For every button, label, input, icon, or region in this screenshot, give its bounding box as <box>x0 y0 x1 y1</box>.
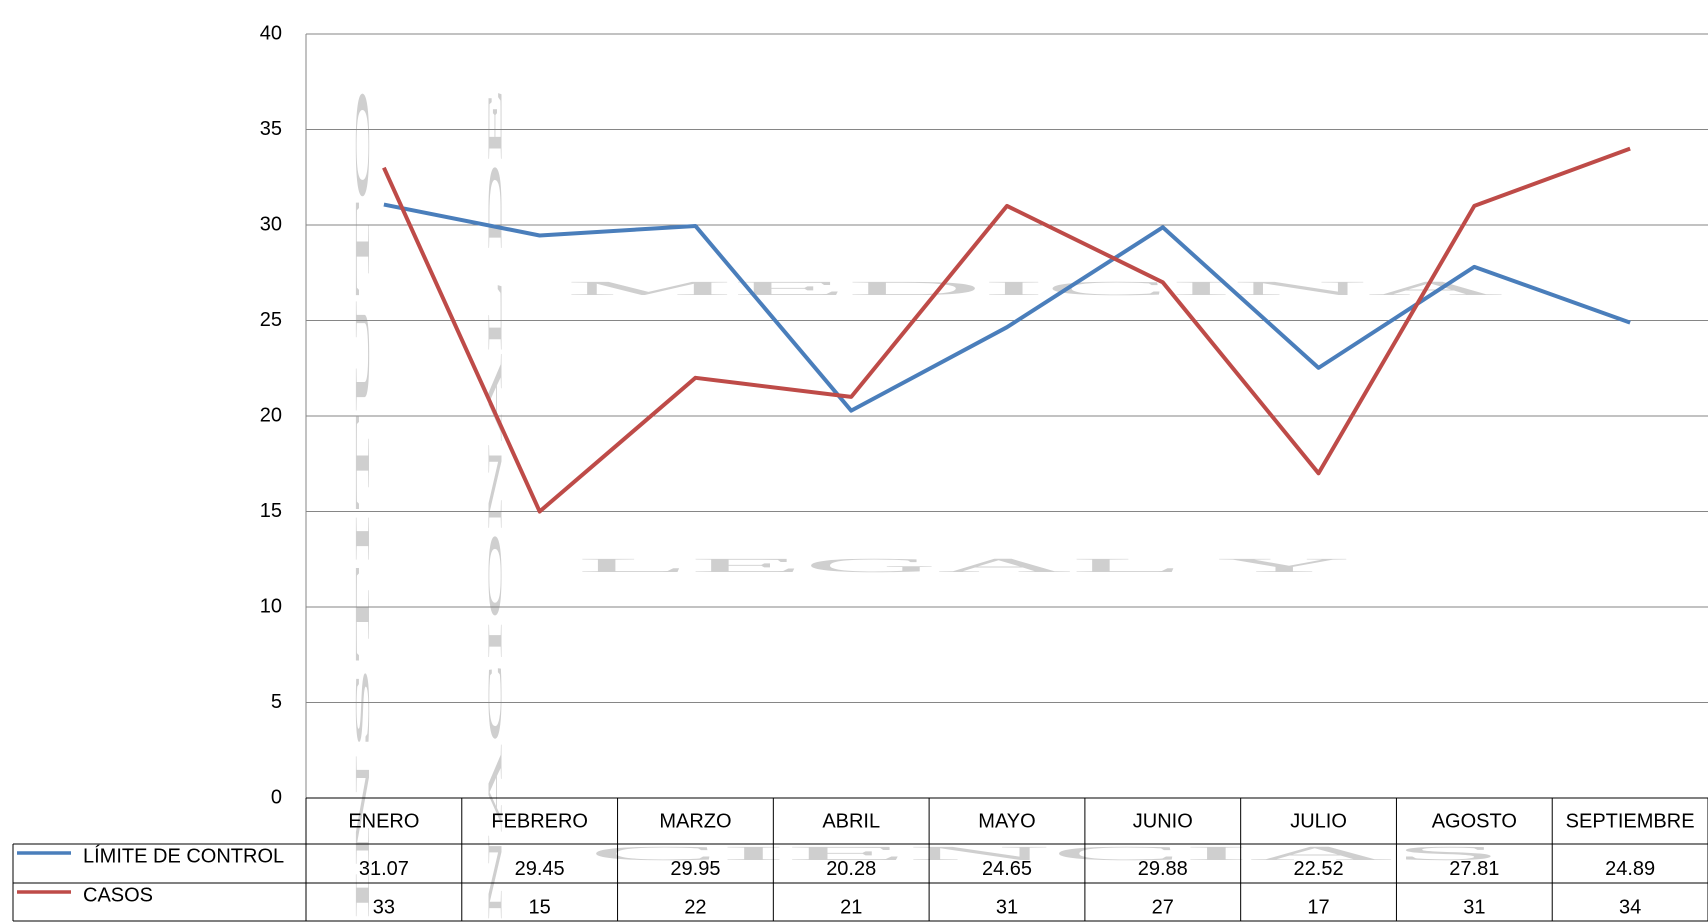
x-tick-label: FEBRERO <box>491 810 588 832</box>
table-value: 33 <box>373 896 395 918</box>
x-tick-label: AGOSTO <box>1432 810 1517 832</box>
watermark: LEGAL Y <box>577 555 1351 577</box>
table-value: 20.28 <box>826 858 876 880</box>
series-line <box>384 205 1630 411</box>
table-value: 21 <box>840 896 862 918</box>
table-value: 27.81 <box>1449 858 1499 880</box>
y-tick-label: 0 <box>271 786 282 808</box>
x-tick-label: ABRIL <box>822 810 880 832</box>
y-tick-label: 25 <box>260 309 282 331</box>
table-value: 22.52 <box>1294 858 1344 880</box>
table-value: 15 <box>529 896 551 918</box>
y-tick-label: 35 <box>260 118 282 140</box>
legend-label: LÍMITE DE CONTROL <box>83 844 284 867</box>
legend-label: CASOS <box>83 884 153 906</box>
table-value: 29.45 <box>515 858 565 880</box>
table-value: 22 <box>684 896 706 918</box>
table-value: 27 <box>1152 896 1174 918</box>
table-value: 31 <box>1463 896 1485 918</box>
y-tick-label: 15 <box>260 500 282 522</box>
table-value: 31 <box>996 896 1018 918</box>
chart: INSTITUTO NACIONAL DE MEDICINA LEGAL Y CIENC… <box>0 0 1708 922</box>
table-value: 24.89 <box>1605 858 1655 880</box>
y-tick-label: 20 <box>260 404 282 426</box>
table-value: 24.65 <box>982 858 1032 880</box>
watermark: MEDICINA <box>566 278 1508 300</box>
x-tick-label: JULIO <box>1290 810 1347 832</box>
watermark: INSTITUTO <box>352 87 374 922</box>
x-tick-label: SEPTIEMBRE <box>1566 810 1695 832</box>
table-value: 31.07 <box>359 858 409 880</box>
table-value: 17 <box>1307 896 1329 918</box>
y-tick-label: 30 <box>260 213 282 235</box>
page: {"chart_data": {"type": "line", "waterma… <box>0 0 1708 922</box>
x-tick-label: JUNIO <box>1133 810 1193 832</box>
table-value: 29.88 <box>1138 858 1188 880</box>
watermark: CIENCIAS <box>588 843 1503 865</box>
y-tick-label: 10 <box>260 595 282 617</box>
watermark: NACIONAL DE <box>485 87 507 922</box>
x-tick-label: MARZO <box>659 810 731 832</box>
x-tick-label: ENERO <box>348 810 419 832</box>
series-line <box>384 149 1630 512</box>
y-tick-label: 40 <box>260 22 282 44</box>
table-value: 29.95 <box>670 858 720 880</box>
table-value: 34 <box>1619 896 1641 918</box>
y-tick-label: 5 <box>271 691 282 713</box>
x-tick-label: MAYO <box>978 810 1035 832</box>
